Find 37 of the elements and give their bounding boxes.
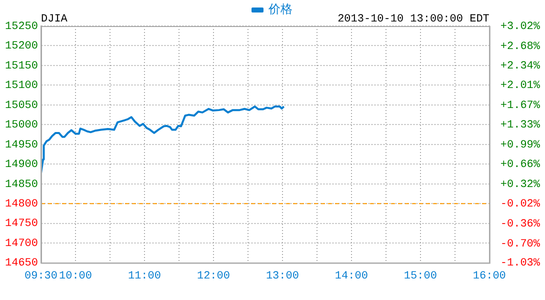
x-tick-label: 14:00 [334, 270, 368, 282]
x-tick-label: 16:00 [472, 270, 506, 282]
y-tick-label: 15150 [4, 60, 38, 72]
y-tick-label: 15050 [4, 100, 38, 112]
y-tick-label: 15000 [4, 120, 38, 132]
y2-tick-label: +1.67% [500, 100, 540, 112]
y-tick-label: 15250 [4, 20, 38, 33]
y-tick-label: 14900 [4, 159, 38, 172]
y2-tick-label: +3.02% [500, 20, 540, 33]
y-tick-label: 15100 [4, 80, 38, 92]
y2-tick-label: +2.34% [500, 60, 540, 73]
y-tick-label: 14700 [4, 238, 38, 250]
y-tick-label: 14650 [4, 258, 38, 270]
y2-tick-label: +0.66% [500, 158, 540, 171]
y2-tick-label: +2.68% [500, 40, 540, 53]
y2-tick-label: +0.99% [500, 140, 540, 152]
y2-tick-label: -0.36% [500, 218, 540, 231]
x-tick-label: 11:00 [128, 270, 161, 282]
chart-subtitle: 2013-10-10 13:00:00 EDT [338, 13, 490, 26]
legend-label: 价格 [268, 3, 292, 18]
y2-tick-label: -0.70% [500, 238, 540, 250]
x-tick-label: 13:00 [266, 270, 299, 282]
y-tick-label: 14850 [4, 178, 38, 191]
x-tick-label: 10:00 [58, 270, 92, 282]
chart-title: DJIA [41, 13, 68, 26]
y2-tick-label: -1.03% [500, 258, 540, 270]
x-tick-label: 12:00 [196, 270, 230, 282]
y2-tick-label: +2.01% [500, 80, 540, 92]
y-tick-label: 15200 [4, 40, 38, 53]
x-tick-label: 09:30 [24, 270, 58, 282]
y2-tick-label: -0.02% [500, 198, 540, 211]
y2-tick-label: +1.33% [500, 120, 540, 132]
x-tick-label: 15:00 [404, 270, 437, 282]
y-tick-label: 14950 [4, 139, 38, 152]
y-tick-label: 14800 [4, 198, 38, 211]
y2-tick-label: +0.32% [500, 178, 540, 191]
y-tick-label: 14750 [4, 218, 38, 230]
